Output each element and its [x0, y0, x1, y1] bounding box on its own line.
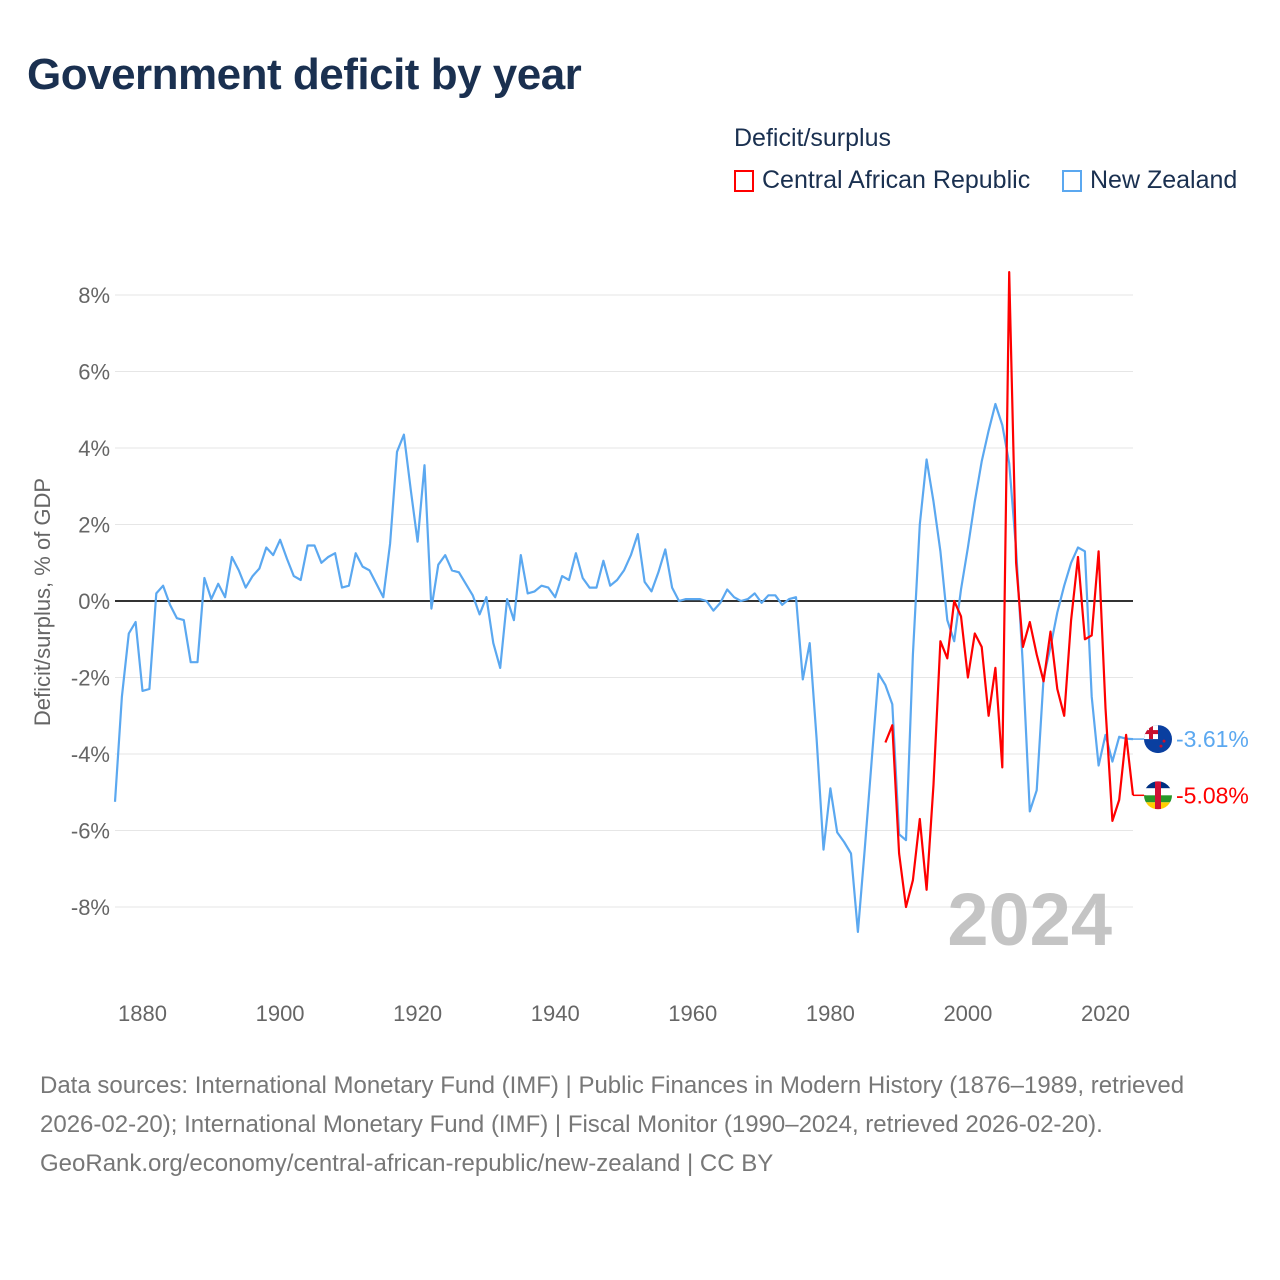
y-axis-label: Deficit/surplus, % of GDP [30, 478, 55, 726]
y-tick-label: -6% [71, 819, 110, 844]
series-line-central-african-republic [884, 271, 1135, 909]
y-tick-label: -2% [71, 666, 110, 691]
y-tick-label: 0% [78, 589, 110, 614]
legend-swatch-central-african-republic [734, 169, 754, 192]
y-tick-label: 4% [78, 436, 110, 461]
line-chart: 8% 6% 4% 2% 0% -2% -4% -6% -8% 1880 1900 1920 1940 19… [30, 271, 1249, 1026]
legend-label: New Zealand [1090, 166, 1238, 194]
end-value-label-central-african-republic: -5.08% [1176, 782, 1249, 808]
x-tick-label: 1940 [531, 1001, 580, 1026]
x-tick-label: 1900 [256, 1001, 305, 1026]
data-sources: Data sources: International Monetary Fun… [40, 1072, 1185, 1138]
legend-item-central-african-republic[interactable]: Central African Republic [734, 166, 1030, 195]
x-tick-label: 1920 [393, 1001, 442, 1026]
flag-central-african-republic-icon [1144, 781, 1172, 810]
legend-label: Central African Republic [762, 166, 1031, 194]
y-tick-label: -8% [71, 895, 110, 920]
chart-title: Government deficit by year [27, 50, 582, 99]
x-tick-label: 1960 [668, 1001, 717, 1026]
year-watermark: 2024 [947, 878, 1112, 961]
flag-new-zealand-icon [1144, 725, 1172, 754]
x-tick-label: 1880 [118, 1001, 167, 1026]
source-link[interactable]: GeoRank.org/economy/central-african-repu… [40, 1150, 774, 1177]
x-tick-label: 2020 [1081, 1001, 1130, 1026]
series-line-new-zealand [113, 402, 1134, 934]
x-tick-label: 2000 [943, 1001, 992, 1026]
y-tick-label: 2% [78, 513, 110, 538]
y-tick-label: 8% [78, 283, 110, 308]
footer: Data sources: International Monetary Fun… [40, 1066, 1240, 1183]
legend-swatch-new-zealand [1062, 169, 1082, 192]
y-tick-label: 6% [78, 360, 110, 385]
end-value-label-new-zealand: -3.61% [1176, 726, 1249, 752]
y-tick-label: -4% [71, 742, 110, 767]
x-tick-label: 1980 [806, 1001, 855, 1026]
legend-item-new-zealand[interactable]: New Zealand [1062, 166, 1237, 195]
legend-title: Deficit/surplus [734, 124, 891, 152]
